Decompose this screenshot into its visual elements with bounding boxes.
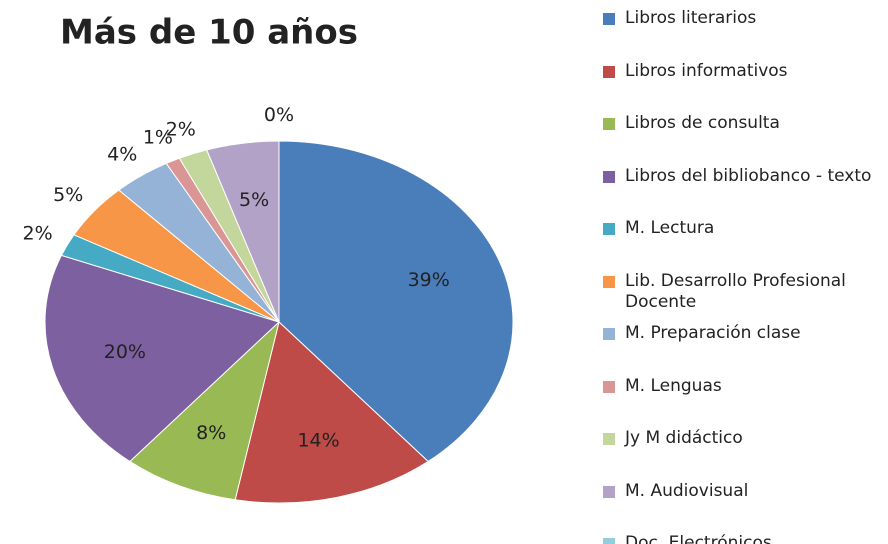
data-label: 4% — [107, 144, 137, 166]
data-label: 1% — [143, 127, 173, 149]
legend-swatch — [603, 433, 615, 445]
legend-item: Libros literarios — [603, 8, 873, 29]
legend-item: Libros informativos — [603, 61, 873, 82]
data-label: 5% — [239, 189, 269, 211]
legend-item: M. Preparación clase — [603, 323, 873, 344]
legend-swatch — [603, 485, 615, 498]
legend-swatch — [603, 538, 615, 544]
data-label: 5% — [53, 184, 83, 206]
legend-swatch — [603, 223, 615, 235]
data-label: 39% — [408, 269, 450, 291]
data-label: 14% — [297, 430, 339, 452]
chart-title: Más de 10 años — [60, 13, 358, 53]
data-label: 8% — [196, 422, 226, 444]
legend-swatch — [603, 118, 615, 130]
legend-label: Libros literarios — [625, 8, 757, 28]
legend-item: M. Lenguas — [603, 376, 873, 397]
legend-item: Libros del bibliobanco - texto — [603, 166, 873, 187]
data-label: 2% — [23, 223, 53, 245]
legend-label: Libros del bibliobanco - texto — [625, 165, 872, 186]
pie-slice — [129, 320, 280, 501]
legend-label: Lib. Desarrollo Profesional Docente — [625, 270, 846, 312]
legend-item: Doc. Electrónicos — [603, 533, 873, 544]
legend-item: M. Audiovisual — [603, 481, 873, 502]
legend-label: M. Audiovisual — [625, 480, 749, 501]
legend-swatch — [603, 380, 615, 393]
legend-label: M. Preparación clase — [625, 323, 801, 343]
legend-item: Libros de consulta — [603, 113, 873, 134]
legend-label: M. Lenguas — [625, 375, 722, 396]
legend-swatch — [603, 13, 615, 25]
data-label: 20% — [104, 341, 146, 363]
legend-label: Libros de consulta — [625, 113, 780, 133]
legend-label: Jy M didáctico — [625, 428, 743, 448]
data-label: 0% — [264, 104, 294, 126]
pie-slice — [278, 140, 514, 463]
pie-slice — [44, 254, 280, 463]
legend-label: Libros informativos — [625, 60, 788, 81]
legend-swatch — [603, 275, 615, 288]
legend-swatch — [603, 328, 615, 340]
pie-slice — [234, 321, 429, 504]
data-label: 2% — [166, 119, 196, 141]
legend-label: M. Lectura — [625, 218, 715, 238]
legend-item: Jy M didáctico — [603, 428, 873, 449]
legend-swatch — [603, 170, 615, 183]
legend-swatch — [603, 65, 615, 78]
legend-label: Doc. Electrónicos — [625, 533, 772, 544]
legend-item: M. Lectura — [603, 218, 873, 239]
legend-item: Lib. Desarrollo Profesional Docente — [603, 271, 873, 313]
